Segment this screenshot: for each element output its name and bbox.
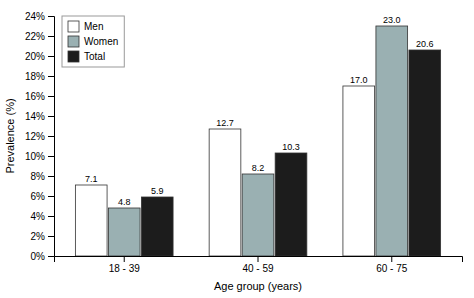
bar <box>343 86 375 256</box>
tick-mark <box>48 176 54 177</box>
bars <box>75 26 440 256</box>
y-tick: 2% <box>31 231 54 242</box>
y-tick: 24% <box>25 11 54 22</box>
legend-item: Total <box>68 51 105 62</box>
tick-mark <box>48 216 54 217</box>
y-axis: 0% 2% 4% 6% 8% 10% 12% 14% 16% 18% 20% 22% 24% <box>25 11 55 262</box>
legend-label: Men <box>84 21 103 32</box>
data-label: 23.0 <box>383 15 401 25</box>
legend: Men Women Total <box>62 16 124 67</box>
tick-mark <box>48 116 54 117</box>
data-label: 8.2 <box>252 163 265 173</box>
y-tick: 16% <box>25 91 54 102</box>
bar <box>275 153 307 256</box>
data-label: 10.3 <box>282 142 300 152</box>
x-tick: 18 - 39 <box>109 256 141 274</box>
bar-series <box>141 50 440 256</box>
legend-swatch <box>68 36 79 47</box>
tick-label: 18 - 39 <box>109 263 141 274</box>
data-label: 4.8 <box>118 197 131 207</box>
bar <box>108 208 140 256</box>
bar <box>141 197 173 256</box>
legend-item: Men <box>68 21 103 32</box>
legend-swatch <box>68 51 79 62</box>
y-tick: 4% <box>31 211 54 222</box>
plot: 0% 2% 4% 6% 8% 10% 12% 14% 16% 18% 20% 22% 24% 18 - 3… <box>25 11 463 274</box>
y-tick: 10% <box>25 151 54 162</box>
y-tick: 6% <box>31 191 54 202</box>
bar-series <box>108 26 407 256</box>
legend-label: Women <box>84 36 118 47</box>
y-tick: 0% <box>31 251 54 262</box>
data-label: 20.6 <box>416 39 434 49</box>
y-tick: 14% <box>25 111 54 122</box>
tick-label: 60 - 75 <box>376 263 408 274</box>
data-label: 12.7 <box>216 118 234 128</box>
x-axis-title: Age group (years) <box>214 280 302 292</box>
tick-mark <box>48 96 54 97</box>
axis-line <box>48 17 55 257</box>
x-tick: 40 - 59 <box>242 256 274 274</box>
tick-mark <box>48 256 54 257</box>
tick-label: 18% <box>25 71 45 82</box>
tick-label: 6% <box>31 191 46 202</box>
legend-item: Women <box>68 36 118 47</box>
tick-label: 20% <box>25 51 45 62</box>
tick-label: 2% <box>31 231 46 242</box>
tick-label: 12% <box>25 131 45 142</box>
y-tick: 8% <box>31 171 54 182</box>
y-axis-title: Prevalence (%) <box>4 98 16 173</box>
tick-mark <box>48 76 54 77</box>
legend-swatch <box>68 21 79 32</box>
data-label: 5.9 <box>151 186 164 196</box>
legend-label: Total <box>84 51 105 62</box>
bar <box>242 174 274 256</box>
tick-label: 40 - 59 <box>242 263 274 274</box>
tick-mark <box>124 256 125 262</box>
data-label: 7.1 <box>85 174 98 184</box>
tick-label: 24% <box>25 11 45 22</box>
bar <box>209 129 241 256</box>
bar <box>376 26 408 256</box>
data-label: 17.0 <box>350 75 368 85</box>
tick-label: 16% <box>25 91 45 102</box>
x-tick: 60 - 75 <box>376 256 408 274</box>
tick-mark <box>48 56 54 57</box>
tick-mark <box>48 36 54 37</box>
tick-label: 0% <box>31 251 46 262</box>
bar-series <box>75 86 374 256</box>
tick-label: 4% <box>31 211 46 222</box>
bar <box>75 185 107 256</box>
tick-mark <box>48 196 54 197</box>
legend-frame <box>62 16 124 67</box>
chart: 0% 2% 4% 6% 8% 10% 12% 14% 16% 18% 20% 22% 24% 18 - 3… <box>0 0 474 298</box>
y-tick: 20% <box>25 51 54 62</box>
y-tick: 18% <box>25 71 54 82</box>
tick-mark <box>48 156 54 157</box>
y-tick: 22% <box>25 31 54 42</box>
tick-label: 8% <box>31 171 46 182</box>
bar <box>409 50 441 256</box>
tick-mark <box>48 16 54 17</box>
tick-mark <box>48 236 54 237</box>
tick-mark <box>391 256 392 262</box>
axis-line <box>55 257 463 263</box>
tick-label: 14% <box>25 111 45 122</box>
tick-mark <box>48 136 54 137</box>
tick-mark <box>258 256 259 262</box>
x-axis: 18 - 39 40 - 59 60 - 75 <box>55 256 463 274</box>
tick-label: 22% <box>25 31 45 42</box>
y-tick: 12% <box>25 131 54 142</box>
data-labels: 7.1 12.7 17.0 4.8 8.2 23.0 5.9 10.3 20.6 <box>85 15 434 207</box>
tick-label: 10% <box>25 151 45 162</box>
